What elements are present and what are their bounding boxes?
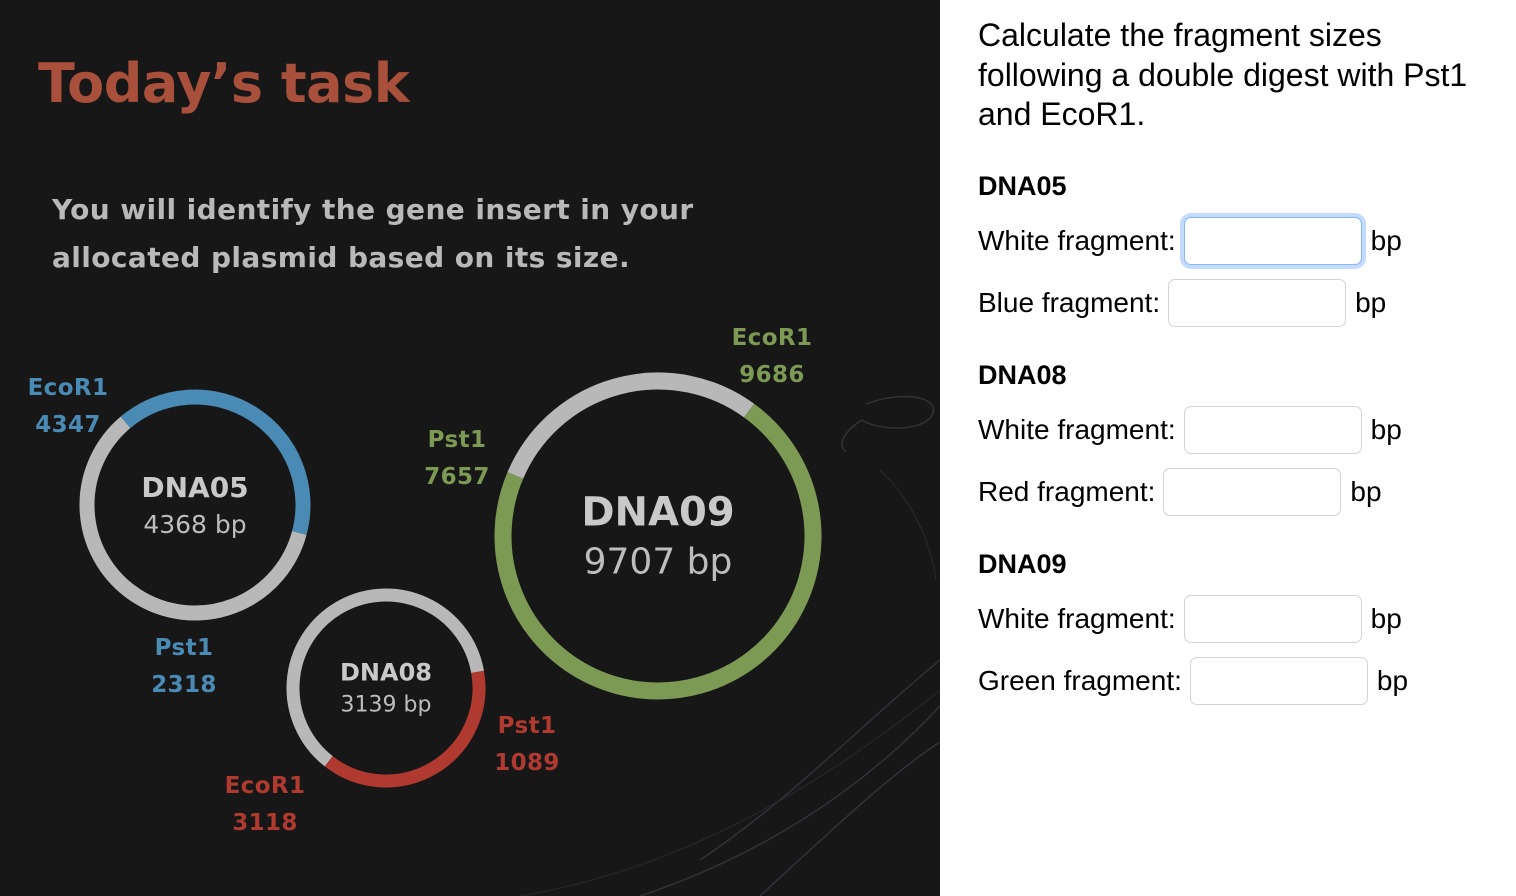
fragment-label: Blue fragment: <box>978 287 1161 319</box>
restriction-site-label-dna08-ecor1: EcoR1 3118 <box>225 768 306 842</box>
restriction-site-label-dna09-pst1: Pst1 7657 <box>424 422 490 496</box>
plasmid-name: DNA09 <box>581 489 735 536</box>
fragment-row: White fragment: bp <box>978 588 1490 650</box>
restriction-enzyme-name: EcoR1 <box>224 773 306 799</box>
question-blocks: DNA05 White fragment: bp Blue fragment: bp DN… <box>978 171 1490 712</box>
fragment-row: White fragment: bp <box>978 210 1490 272</box>
fragment-label: White fragment: <box>978 414 1176 446</box>
fragment-unit-label: bp <box>1350 476 1382 508</box>
fragment-size-input-dna05-whitefragment[interactable] <box>1183 217 1362 266</box>
answer-block-dna09: DNA09 White fragment: bp Green fragment: bp <box>978 549 1490 712</box>
fragment-label: White fragment: <box>978 603 1176 635</box>
fragment-size-input-dna08-whitefragment[interactable] <box>1183 406 1362 455</box>
fragment-row: Red fragment: bp <box>978 461 1490 523</box>
fragment-row: Green fragment: bp <box>978 650 1490 712</box>
fragment-label: White fragment: <box>978 225 1176 257</box>
plasmid-backbone-arc-dna09 <box>507 372 755 479</box>
plasmid-insert-arc-dna09 <box>494 403 822 700</box>
slide-subtitle: You will identify the gene insert in you… <box>52 193 694 275</box>
restriction-site-label-dna08-pst1: Pst1 1089 <box>494 708 560 782</box>
plasmid-size: 9707 bp <box>583 541 733 583</box>
plasmid-backbone-arc-dna05 <box>79 416 307 621</box>
plasmid-insert-arc-dna05 <box>120 389 311 535</box>
restriction-site-position: 1089 <box>494 749 560 776</box>
plasmid-size: 4368 bp <box>143 510 247 539</box>
plasmid-center-label-dna05: DNA05 4368 bp <box>141 471 248 539</box>
answer-block-heading: DNA05 <box>978 171 1067 202</box>
restriction-enzyme-name: Pst1 <box>154 635 214 661</box>
restriction-enzyme-name: EcoR1 <box>731 325 813 351</box>
restriction-enzyme-name: Pst1 <box>427 427 487 453</box>
restriction-enzyme-name: EcoR1 <box>27 375 109 401</box>
restriction-site-label-dna09-ecor1: EcoR1 9686 <box>732 320 813 394</box>
fragment-size-input-dna09-whitefragment[interactable] <box>1183 595 1362 644</box>
plasmid-size: 3139 bp <box>340 692 432 718</box>
fragment-row: Blue fragment: bp <box>978 272 1490 334</box>
answer-block-heading: DNA08 <box>978 360 1067 391</box>
answer-block-dna05: DNA05 White fragment: bp Blue fragment: bp <box>978 171 1490 334</box>
restriction-site-position: 7657 <box>424 463 490 490</box>
fragment-size-input-dna08-redfragment[interactable] <box>1163 468 1342 517</box>
plasmid-name: DNA08 <box>340 658 432 687</box>
plasmid-name: DNA05 <box>141 471 249 504</box>
restriction-site-label-dna05-pst1: Pst1 2318 <box>151 630 217 704</box>
fragment-size-input-dna05-bluefragment[interactable] <box>1168 279 1347 328</box>
plasmid-center-label-dna09: DNA09 9707 bp <box>581 490 734 583</box>
plasmid-insert-arc-dna08 <box>324 670 486 788</box>
fragment-label: Red fragment: <box>978 476 1156 508</box>
fragment-label: Green fragment: <box>978 665 1182 697</box>
restriction-site-position: 2318 <box>151 671 217 698</box>
plasmid-map-svg <box>79 372 822 788</box>
answer-block-heading: DNA09 <box>978 549 1067 580</box>
plasmid-center-label-dna08: DNA08 3139 bp <box>340 659 432 718</box>
plasmid-backbone-arc-dna08 <box>286 588 484 767</box>
fragment-unit-label: bp <box>1355 287 1387 319</box>
answer-block-dna08: DNA08 White fragment: bp Red fragment: bp <box>978 360 1490 523</box>
fragment-size-input-dna09-greenfragment[interactable] <box>1189 657 1368 706</box>
restriction-site-position: 3118 <box>232 809 298 836</box>
question-panel: Calculate the fragment sizes following a… <box>940 0 1516 896</box>
fragment-unit-label: bp <box>1370 225 1402 257</box>
restriction-enzyme-name: Pst1 <box>497 713 557 739</box>
fragment-unit-label: bp <box>1370 414 1402 446</box>
restriction-site-position: 9686 <box>739 361 805 388</box>
fragment-unit-label: bp <box>1370 603 1402 635</box>
question-prompt: Calculate the fragment sizes following a… <box>978 17 1468 133</box>
page-title: Today’s task <box>38 52 410 115</box>
fragment-unit-label: bp <box>1376 665 1409 697</box>
slide-panel: Today’s task You will identify the gene … <box>0 0 940 896</box>
restriction-site-position: 4347 <box>35 411 101 438</box>
fragment-row: White fragment: bp <box>978 399 1490 461</box>
restriction-site-label-dna05-ecor1: EcoR1 4347 <box>28 370 109 444</box>
